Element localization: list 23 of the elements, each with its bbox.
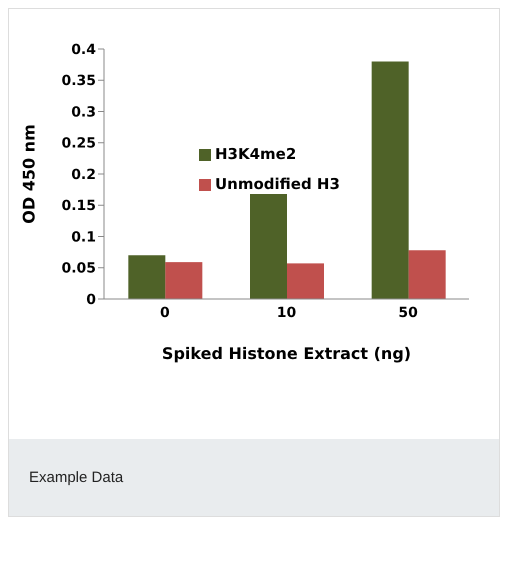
x-tick-label: 50 xyxy=(398,304,418,321)
legend-label: H3K4me2 xyxy=(215,145,296,163)
y-tick-label: 0.2 xyxy=(71,166,96,183)
y-tick-label: 0.4 xyxy=(71,42,96,58)
text: Example Data xyxy=(29,469,124,486)
y-tick-label: 0.35 xyxy=(61,73,96,90)
legend-label: Unmodified H3 xyxy=(215,175,340,193)
y-tick-label: 0.1 xyxy=(71,229,96,246)
bar xyxy=(250,194,287,299)
bar xyxy=(165,262,202,299)
y-tick-label: 0 xyxy=(86,292,96,308)
x-axis-title: Spiked Histone Extract (ng) xyxy=(162,344,412,363)
y-axis-title: OD 450 nm xyxy=(20,124,39,224)
y-tick-label: 0.15 xyxy=(61,198,96,214)
x-tick-label: 0 xyxy=(160,304,170,321)
bar xyxy=(128,255,166,299)
y-tick-label: 0.25 xyxy=(61,136,96,152)
y-tick-label: 0.3 xyxy=(71,104,96,120)
bar xyxy=(408,250,446,299)
bar xyxy=(372,62,409,299)
bar xyxy=(287,263,324,299)
y-tick-label: 0.05 xyxy=(61,260,96,277)
x-tick-label: 10 xyxy=(276,304,296,321)
